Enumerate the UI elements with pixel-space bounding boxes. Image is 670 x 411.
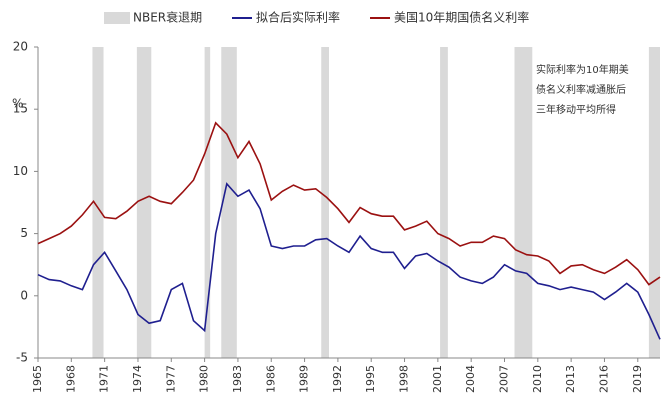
recession-band xyxy=(92,47,104,358)
annotation: 三年移动平均所得 xyxy=(536,103,616,116)
annotation: 债名义利率减通胀后 xyxy=(536,83,626,96)
y-unit: % xyxy=(12,97,23,111)
x-tick-label: 1980 xyxy=(198,365,211,393)
x-tick-label: 1986 xyxy=(264,365,277,393)
x-tick-label: 2013 xyxy=(564,365,577,393)
legend-label: 美国10年期国债名义利率 xyxy=(394,10,529,25)
y-tick-label: 0 xyxy=(20,288,28,302)
x-tick-label: 1965 xyxy=(31,365,44,393)
x-tick-label: 1968 xyxy=(64,365,77,393)
x-tick-label: 2007 xyxy=(498,365,511,393)
recession-band xyxy=(204,47,211,358)
y-tick-label: -5 xyxy=(16,351,28,365)
recession-band xyxy=(648,47,660,358)
x-tick-label: 1971 xyxy=(98,365,111,393)
recession-band xyxy=(440,47,448,358)
x-tick-label: 1983 xyxy=(231,365,244,393)
y-tick-label: 5 xyxy=(20,226,28,240)
recession-band xyxy=(221,47,237,358)
series-line xyxy=(37,121,661,286)
y-tick-label: 20 xyxy=(13,40,28,54)
recession-band xyxy=(514,47,533,358)
x-tick-label: 1995 xyxy=(364,365,377,393)
y-tick-label: 10 xyxy=(13,164,28,178)
x-tick-label: 1989 xyxy=(298,365,311,393)
x-tick-label: 2019 xyxy=(631,365,644,393)
recession-band xyxy=(136,47,152,358)
legend-swatch xyxy=(104,12,130,24)
annotation: 实际利率为10年期美 xyxy=(536,63,629,76)
x-tick-label: 2001 xyxy=(431,365,444,393)
y-tick-label: 15 xyxy=(13,102,28,116)
legend-label: NBER衰退期 xyxy=(133,10,202,25)
x-tick-label: 1974 xyxy=(131,365,144,393)
series-line xyxy=(37,182,661,340)
x-tick-label: 2016 xyxy=(597,365,610,393)
x-tick-label: 1992 xyxy=(331,365,344,393)
legend-label: 拟合后实际利率 xyxy=(256,10,340,25)
x-tick-label: 1998 xyxy=(398,365,411,393)
x-tick-label: 2004 xyxy=(464,365,477,393)
x-tick-label: 2010 xyxy=(531,365,544,393)
x-tick-label: 1977 xyxy=(164,365,177,393)
recession-band xyxy=(321,47,330,358)
